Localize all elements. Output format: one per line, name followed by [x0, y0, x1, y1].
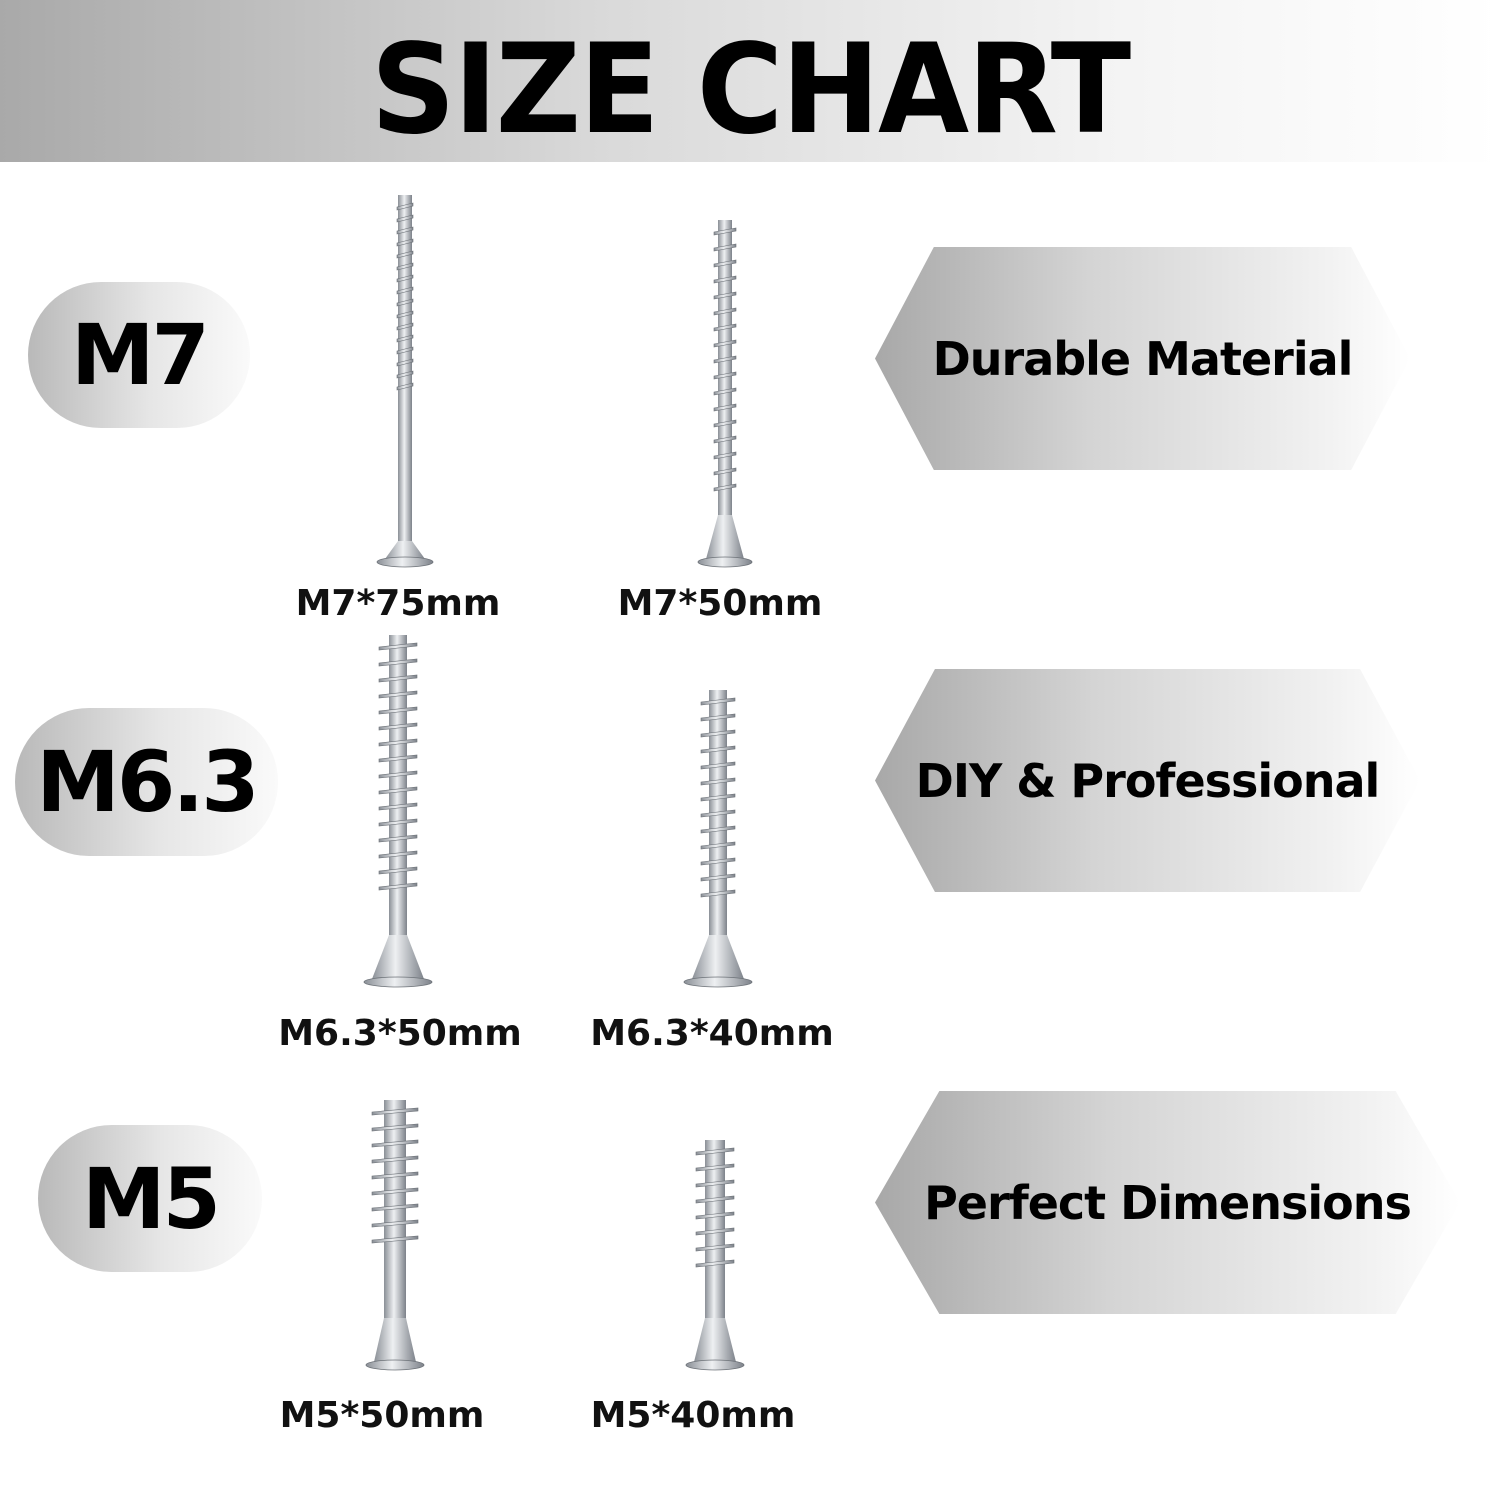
screw-image [697, 220, 753, 568]
screw-label: M7*75mm [295, 583, 501, 624]
page-title: SIZE CHART [370, 18, 1131, 162]
screw-label: M5*50mm [279, 1395, 485, 1436]
size-badge-m7: M7 [28, 282, 250, 428]
screw-label: M6.3*50mm [278, 1013, 522, 1054]
header-banner: SIZE CHART [0, 0, 1500, 162]
screw-image [376, 195, 434, 568]
size-badge-m5: M5 [38, 1125, 262, 1272]
size-badge-m6-3: M6.3 [15, 708, 278, 856]
screw-image [365, 1100, 425, 1371]
feature-durable-material: Durable Material [875, 247, 1410, 470]
screw-label: M5*40mm [590, 1395, 796, 1436]
feature-perfect-dimensions: Perfect Dimensions [875, 1091, 1460, 1314]
screw-label: M6.3*40mm [590, 1013, 834, 1054]
feature-diy-professional: DIY & Professional [875, 669, 1420, 892]
screw-label: M7*50mm [617, 583, 823, 624]
screw-image [683, 690, 753, 988]
screw-image [363, 635, 433, 988]
screw-image [685, 1140, 745, 1371]
